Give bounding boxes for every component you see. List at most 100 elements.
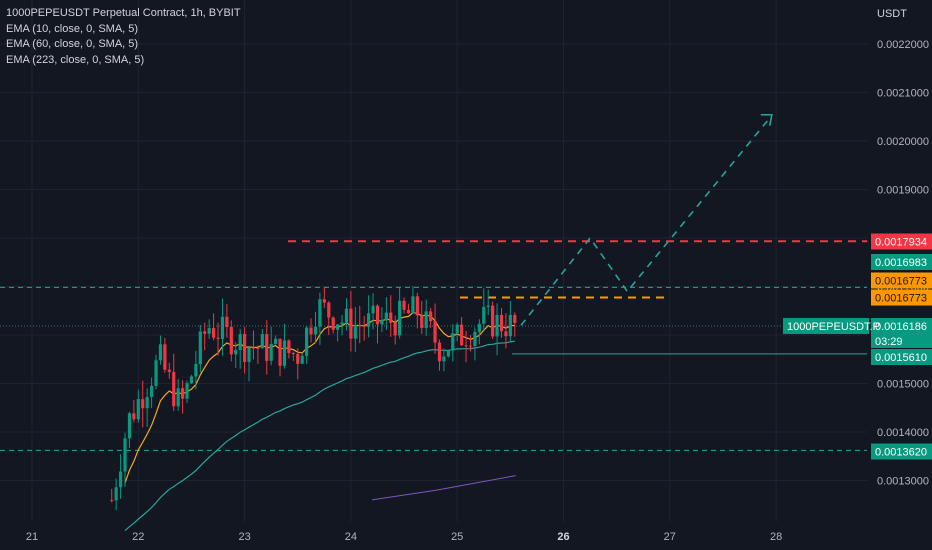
candle-body <box>132 413 136 420</box>
price-label-bg <box>871 443 932 460</box>
candle-body <box>495 314 499 337</box>
projection-line <box>520 116 772 326</box>
candle-body <box>269 343 273 361</box>
candle-body <box>349 308 353 339</box>
candle-body <box>141 399 145 409</box>
ema-223-line <box>372 475 516 501</box>
candle-body <box>309 327 313 335</box>
candle-body <box>367 313 371 327</box>
symbol-tag: 1000PEPEUSDT.P <box>783 317 880 334</box>
candle-body <box>300 355 304 364</box>
candle-body <box>118 471 123 488</box>
price-label-bg <box>871 254 932 270</box>
horizontal-levels <box>0 240 867 451</box>
candle-body <box>455 324 459 334</box>
price-label-bg <box>871 318 932 334</box>
candle-body <box>189 376 194 384</box>
price-label-text: 0.0013620 <box>875 447 927 459</box>
candle-body <box>406 309 411 314</box>
projection-arrowhead <box>760 113 773 126</box>
price-label-text: 0.0016773 <box>875 293 927 305</box>
candle-body <box>287 340 291 353</box>
candle-body <box>460 324 464 346</box>
price-label-bg <box>871 233 932 250</box>
price-tick-label: 0.0021000 <box>877 88 929 100</box>
price-label: 0.0016773 <box>871 272 932 289</box>
candle-body <box>296 353 300 364</box>
candle-body <box>154 360 158 386</box>
candle-body <box>468 345 473 347</box>
candle-body <box>247 347 251 362</box>
candle-body <box>207 327 211 334</box>
candle-body <box>344 308 349 323</box>
countdown-text: 03:29 <box>875 336 903 348</box>
candle-body <box>243 334 247 362</box>
candle-body <box>491 305 495 337</box>
candles <box>110 286 517 511</box>
symbol-tag-bg <box>783 317 869 334</box>
candle-body <box>318 299 322 327</box>
candle-body <box>508 314 512 337</box>
candle-body <box>429 311 433 322</box>
price-label: 0.0015610 <box>871 349 932 365</box>
candle-body <box>499 314 504 332</box>
candle-body <box>327 302 331 318</box>
candle-body <box>389 312 393 323</box>
price-label-bg <box>871 349 932 365</box>
candle-body <box>437 342 442 362</box>
price-label-text: 0.0016186 <box>875 321 927 333</box>
legend-ema-223[interactable]: EMA (223, close, 0, SMA, 5) <box>6 53 145 66</box>
symbol-tag-text: 1000PEPEUSDT.P <box>787 321 880 333</box>
candle-body <box>340 322 344 325</box>
price-tick-label: 0.0015000 <box>877 379 929 391</box>
price-label: 0.0017934 <box>871 233 932 250</box>
price-label-text: 0.0015610 <box>875 352 927 364</box>
legend-ema-10[interactable]: EMA (10, close, 0, SMA, 5) <box>6 22 139 35</box>
candle-body <box>229 326 233 355</box>
chart-grid <box>0 0 867 522</box>
candle-body <box>375 305 380 325</box>
candle-body <box>384 312 388 320</box>
time-tick-label: 24 <box>345 531 357 543</box>
price-axis-unit: USDT <box>877 8 907 20</box>
candle-body <box>362 325 366 327</box>
candle-body <box>451 333 455 351</box>
candle-body <box>260 334 264 349</box>
candle-body <box>380 319 384 325</box>
candle-body <box>238 334 242 351</box>
candle-body <box>180 388 185 399</box>
candle-body <box>176 388 180 407</box>
candle-body <box>402 300 406 310</box>
candle-body <box>251 347 256 349</box>
candle-body <box>336 324 340 330</box>
time-tick-label: 22 <box>132 531 144 543</box>
candle-body <box>513 314 517 323</box>
candle-body <box>424 311 428 328</box>
time-tick-label: 25 <box>451 531 463 543</box>
legend-ema-60[interactable]: EMA (60, close, 0, SMA, 5) <box>6 38 139 50</box>
candle-body <box>442 356 446 362</box>
candle-body <box>172 371 176 407</box>
candle-body <box>482 306 486 324</box>
candle-body <box>274 338 278 344</box>
time-axis: 21 22 23 24 25 26 27 28 <box>26 531 782 543</box>
candle-body <box>203 331 207 334</box>
candle-body <box>145 397 149 409</box>
candle-body <box>331 317 335 330</box>
price-label-bg <box>871 289 932 306</box>
time-tick-label: 26 <box>557 531 569 543</box>
candle-body <box>398 300 402 336</box>
candle-body <box>393 322 397 336</box>
candle-body <box>211 327 216 338</box>
candle-body <box>446 350 450 357</box>
price-labels: 0.0017934 0.0016983 0.0016773 0.0016773 0.00… <box>783 233 932 460</box>
candle-body <box>198 331 202 365</box>
candle-body <box>136 399 140 420</box>
candle-body <box>127 413 132 439</box>
price-label: 0.0016983 <box>871 254 932 270</box>
candle-body <box>234 350 238 355</box>
ema-60-line <box>124 340 515 532</box>
candle-body <box>420 315 424 328</box>
price-tick-label: 0.0014000 <box>877 427 929 439</box>
